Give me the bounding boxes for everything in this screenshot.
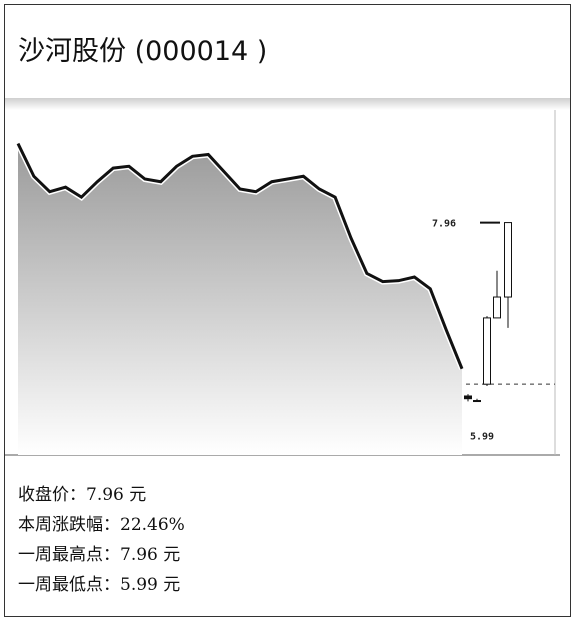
stat-line: 本周涨跌幅：22.46% xyxy=(18,515,185,535)
candle-body xyxy=(493,296,501,319)
annotation: 5.99 xyxy=(470,431,494,442)
candle-body xyxy=(483,317,491,385)
stat-line: 一周最高点：7.96 元 xyxy=(18,545,180,565)
stat-line: 收盘价：7.96 元 xyxy=(18,485,146,505)
annotation: 7.96 xyxy=(432,219,456,230)
frame xyxy=(4,4,571,617)
stat-line: 一周最低点：5.99 元 xyxy=(18,575,180,595)
candle-body xyxy=(504,222,512,298)
area xyxy=(18,143,462,455)
header-shade xyxy=(5,98,570,110)
candle-body xyxy=(464,395,472,400)
title: 沙河股份 (000014 ) xyxy=(18,36,267,67)
line xyxy=(16,142,464,370)
candle-body xyxy=(473,400,481,403)
